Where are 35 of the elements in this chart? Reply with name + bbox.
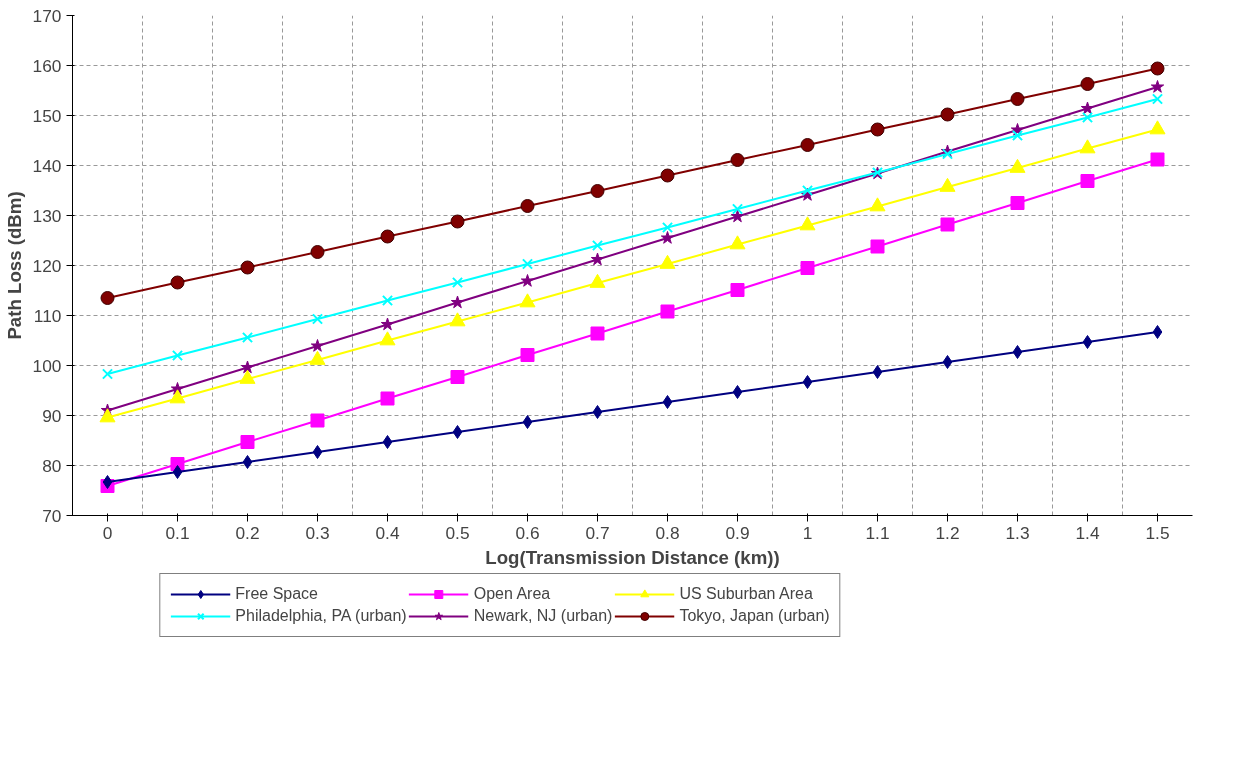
x-tick-label: 0.4: [375, 522, 400, 543]
y-tick-label: 120: [32, 255, 62, 276]
legend-label: Open Area: [473, 585, 551, 603]
x-tick-label: 0: [102, 522, 113, 543]
legend-label: Tokyo, Japan (urban): [679, 607, 830, 625]
legend-label: US Suburban Area: [679, 585, 813, 603]
y-tick-label: 140: [32, 155, 62, 176]
x-tick-label: 1.2: [935, 522, 960, 543]
x-axis-title: Log(Transmission Distance (km)): [485, 546, 780, 568]
x-tick-label: 0.5: [445, 522, 470, 543]
x-tick-label: 1.5: [1145, 522, 1170, 543]
y-tick-label: 110: [33, 305, 62, 326]
legend-label: Free Space: [235, 585, 319, 603]
y-tick-label: 100: [32, 355, 62, 376]
x-tick-label: 0.8: [655, 522, 680, 543]
x-tick-label: 0.3: [305, 522, 330, 543]
y-tick-label: 160: [32, 55, 62, 76]
legend-label: Philadelphia, PA (urban): [235, 607, 407, 625]
x-tick-label: 0.2: [235, 522, 260, 543]
y-tick-label: 70: [42, 505, 62, 526]
x-tick-label: 0.1: [165, 522, 190, 543]
legend-label: Newark, NJ (urban): [473, 607, 613, 625]
x-tick-label: 1.1: [865, 522, 890, 543]
x-tick-label: 0.6: [515, 522, 540, 543]
y-tick-label: 130: [32, 205, 62, 226]
y-tick-label: 90: [42, 405, 62, 426]
x-tick-label: 0.7: [585, 522, 610, 543]
x-tick-label: 1.3: [1005, 522, 1030, 543]
x-tick-label: 0.9: [725, 522, 750, 543]
y-tick-label: 80: [42, 455, 62, 476]
y-axis-title: Path Loss (dBm): [3, 191, 25, 340]
x-tick-label: 1: [802, 522, 813, 543]
y-tick-label: 150: [32, 105, 62, 126]
x-tick-label: 1.4: [1075, 522, 1100, 543]
y-tick-label: 170: [32, 5, 62, 26]
